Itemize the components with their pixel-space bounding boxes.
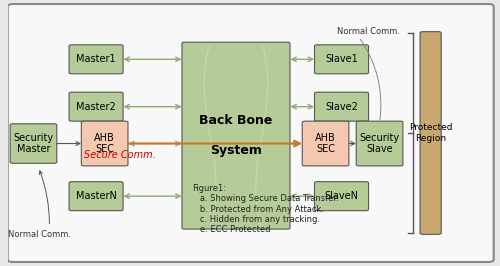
FancyBboxPatch shape bbox=[10, 124, 57, 163]
Text: Figure1:
   a. Showing Secure Data Transfer.
   b. Protected from Any Attack.
  : Figure1: a. Showing Secure Data Transfer… bbox=[192, 184, 338, 234]
Text: Normal Comm.: Normal Comm. bbox=[8, 230, 71, 239]
Text: Slave2: Slave2 bbox=[325, 102, 358, 112]
FancyBboxPatch shape bbox=[182, 42, 290, 229]
Text: AHB
SEC: AHB SEC bbox=[315, 133, 336, 154]
FancyBboxPatch shape bbox=[69, 45, 123, 74]
FancyBboxPatch shape bbox=[69, 182, 123, 211]
Text: SlaveN: SlaveN bbox=[324, 191, 358, 201]
FancyBboxPatch shape bbox=[82, 121, 128, 166]
Text: Secure Comm.: Secure Comm. bbox=[84, 150, 156, 160]
FancyArrowPatch shape bbox=[125, 57, 180, 61]
FancyArrowPatch shape bbox=[349, 142, 354, 146]
Text: Security
Slave: Security Slave bbox=[360, 133, 400, 154]
FancyBboxPatch shape bbox=[8, 4, 494, 262]
Text: AHB
SEC: AHB SEC bbox=[94, 133, 115, 154]
Text: MasterN: MasterN bbox=[76, 191, 116, 201]
Text: Slave1: Slave1 bbox=[325, 54, 358, 64]
Text: Security
Master: Security Master bbox=[14, 133, 54, 154]
FancyArrowPatch shape bbox=[128, 141, 300, 146]
FancyArrowPatch shape bbox=[292, 194, 312, 198]
FancyArrowPatch shape bbox=[130, 141, 180, 146]
Text: Normal Comm.: Normal Comm. bbox=[337, 27, 400, 36]
FancyArrowPatch shape bbox=[292, 57, 312, 61]
Text: Protected
Region: Protected Region bbox=[409, 123, 453, 143]
FancyArrowPatch shape bbox=[292, 141, 300, 146]
FancyBboxPatch shape bbox=[420, 32, 441, 234]
Text: Master2: Master2 bbox=[76, 102, 116, 112]
FancyArrowPatch shape bbox=[125, 105, 180, 109]
FancyBboxPatch shape bbox=[314, 182, 368, 211]
FancyBboxPatch shape bbox=[302, 121, 349, 166]
FancyBboxPatch shape bbox=[69, 92, 123, 121]
FancyArrowPatch shape bbox=[292, 105, 312, 109]
Text: Back Bone

System: Back Bone System bbox=[200, 114, 272, 157]
FancyArrowPatch shape bbox=[57, 142, 80, 146]
Text: Master1: Master1 bbox=[76, 54, 116, 64]
FancyBboxPatch shape bbox=[314, 92, 368, 121]
FancyArrowPatch shape bbox=[125, 194, 180, 198]
FancyBboxPatch shape bbox=[314, 45, 368, 74]
FancyBboxPatch shape bbox=[356, 121, 403, 166]
